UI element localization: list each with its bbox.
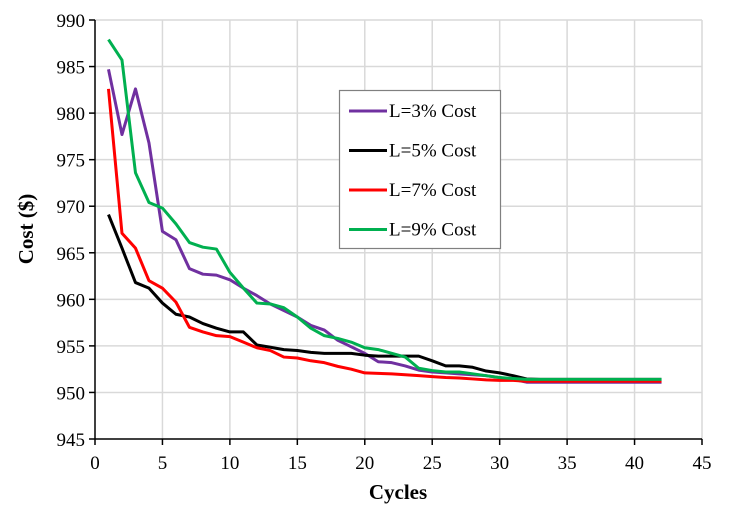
- y-tick-label: 980: [57, 104, 86, 125]
- y-tick-label: 945: [57, 430, 86, 451]
- x-tick-label: 45: [693, 453, 712, 474]
- tick-labels: 0 5 10 15 20 25 30 35 40 45 945 950 955 960 965 970 975 9…: [57, 11, 712, 474]
- y-tick-label: 960: [57, 290, 86, 311]
- x-tick-label: 20: [355, 453, 374, 474]
- axes: [89, 19, 703, 445]
- x-axis-title: Cycles: [369, 480, 427, 504]
- legend-item-l-3-cost: L=3% Cost: [349, 101, 477, 122]
- legend-label: L=5% Cost: [389, 141, 477, 162]
- x-tick-label: 40: [625, 453, 644, 474]
- legend-label: L=9% Cost: [389, 220, 477, 241]
- legend-item-l-5-cost: L=5% Cost: [349, 141, 477, 162]
- x-tick-label: 25: [423, 453, 442, 474]
- legend-box: [338, 89, 502, 250]
- y-tick-label: 950: [57, 383, 86, 404]
- y-axis-title: Cost ($): [14, 194, 38, 265]
- series-line-l-9-cost: [107, 38, 662, 381]
- legend-label: L=7% Cost: [389, 180, 477, 201]
- y-tick-label: 990: [57, 11, 86, 32]
- x-tick-label: 10: [220, 453, 239, 474]
- y-tick-label: 970: [57, 197, 86, 218]
- y-tick-label: 975: [57, 151, 86, 172]
- x-tick-label: 0: [90, 453, 100, 474]
- x-tick-label: 35: [558, 453, 577, 474]
- y-tick-label: 985: [57, 58, 86, 79]
- y-tick-label: 965: [57, 244, 86, 265]
- legend: L=3% Cost L=5% Cost L=7% Cost L=9% Cost: [338, 89, 502, 250]
- series-lines: [106, 38, 662, 384]
- legend-item-l-9-cost: L=9% Cost: [349, 220, 477, 241]
- x-tick-label: 15: [288, 453, 307, 474]
- x-tick-label: 5: [158, 453, 168, 474]
- x-tick-label: 30: [490, 453, 509, 474]
- legend-label: L=3% Cost: [389, 101, 477, 122]
- series-line-l-7-cost: [106, 88, 662, 383]
- legend-item-l-7-cost: L=7% Cost: [349, 180, 477, 201]
- y-tick-label: 955: [57, 337, 86, 358]
